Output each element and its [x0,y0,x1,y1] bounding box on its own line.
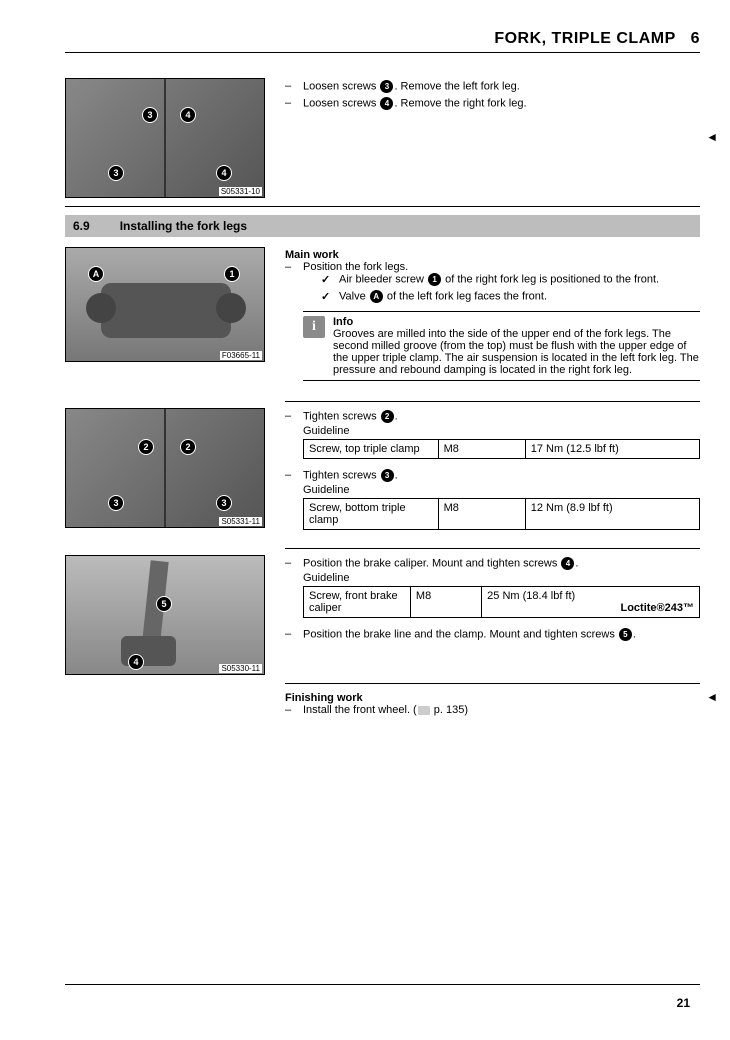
callout-3-icon: 3 [108,495,124,511]
figure-caliper: 5 4 S05330-11 [65,555,265,675]
caliper-row: 54 S05330-11 Position the brake caliper.… [65,555,700,675]
page-number: 21 [677,996,690,1010]
figure-label: S05331-11 [219,517,262,526]
circle-1-icon: 1 [428,273,441,286]
guideline-table-4: Screw, front brake caliper M8 25 Nm (18.… [303,586,700,618]
header-title: FORK, TRIPLE CLAMP [494,30,675,47]
figure-label: S05331-10 [219,187,262,196]
callout-1-icon: 1 [224,266,240,282]
circle-2-icon: 2 [381,410,394,423]
figure-tighten: 2 2 3 3 S05331-11 [65,408,265,528]
mainwork-heading: Main work [285,249,700,261]
circle-5-icon: 5 [619,628,632,641]
mainwork-row: A1 F03665-11 Main work Position the fork… [65,247,700,393]
marker-icon: ◄ [706,690,718,704]
section-title: Installing the fork legs [120,219,247,233]
callout-4-icon: 4 [216,165,232,181]
callout-3-icon: 3 [108,165,124,181]
figure-label: F03665-11 [220,351,262,360]
figure-label: S05330-11 [219,664,262,673]
top-row: 3 4 3 4 S05331-10 Loosen screws 3. Remove t… [65,78,700,198]
callout-4-icon: 4 [128,654,144,670]
info-body: Grooves are milled into the side of the … [333,328,700,376]
info-box: i Info Grooves are milled into the side … [303,311,700,381]
finishing-row: Finishing work Install the front wheel. … [65,690,700,720]
guideline-table-2: Screw, top triple clampM817 Nm (12.5 lbf… [303,439,700,459]
tighten-row: 2233 S05331-11 Tighten screws 2. Guideli… [65,408,700,540]
circle-3-icon: 3 [380,80,393,93]
page-header: FORK, TRIPLE CLAMP 6 [65,30,700,48]
section-heading: 6.9 Installing the fork legs [65,215,700,237]
callout-2-icon: 2 [138,439,154,455]
header-chapter: 6 [691,30,700,47]
guideline-table-3: Screw, bottom triple clampM812 Nm (8.9 l… [303,498,700,530]
book-icon [418,706,430,715]
section-number: 6.9 [73,219,90,233]
callout-2-icon: 2 [180,439,196,455]
info-icon: i [303,316,325,338]
circle-a-icon: A [370,290,383,303]
info-title: Info [333,316,700,328]
circle-4-icon: 4 [380,97,393,110]
header-rule [65,52,700,53]
figure-top: 3 4 3 4 S05331-10 [65,78,265,198]
circle-3-icon: 3 [381,469,394,482]
figure-mainwork: A 1 F03665-11 [65,247,265,362]
circle-4-icon: 4 [561,557,574,570]
callout-5-icon: 5 [156,596,172,612]
callout-A-icon: A [88,266,104,282]
footer-rule [65,984,700,985]
callout-3-icon: 3 [216,495,232,511]
callout-4-icon: 4 [180,107,196,123]
finishing-heading: Finishing work [285,692,700,704]
top-steps: Loosen screws 3. Remove the left fork le… [285,80,700,110]
marker-icon: ◄ [706,130,718,144]
callout-3-icon: 3 [142,107,158,123]
